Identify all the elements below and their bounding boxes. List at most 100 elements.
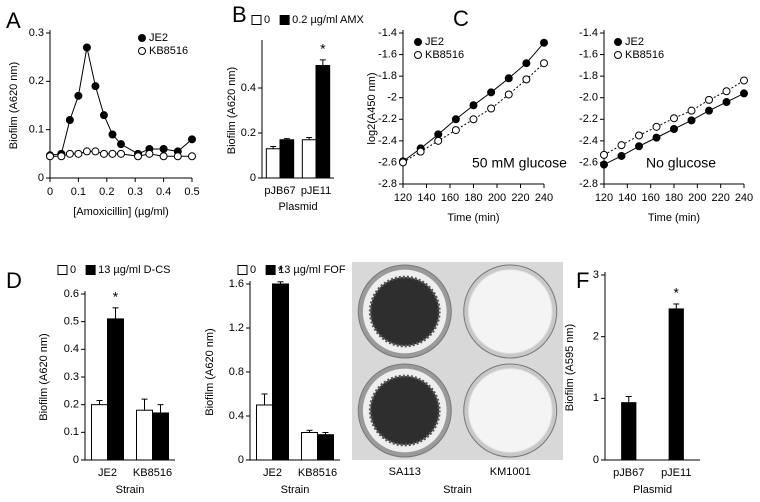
legend-label: KB8516 [625,49,664,61]
y-tick-label: 0.4 [64,343,79,355]
well-biofilm [368,374,441,447]
data-point [65,149,74,158]
y-tick-label: 0 [593,454,599,466]
x-axis-label: Strain [116,484,145,496]
bar [265,148,281,179]
significance: * [278,263,284,279]
bar [317,434,334,461]
bar [136,409,153,461]
data-point [159,152,168,161]
data-point [522,75,531,84]
y-tick-label: -2.2 [378,113,397,125]
x-tick-label: pJB67 [613,467,644,479]
y-tick-label: -1.6 [579,48,598,60]
y-tick-label: 0.5 [64,316,79,328]
x-tick-label: KB8516 [133,467,172,479]
x-axis-label: Plasmid [633,484,672,496]
x-axis-label: Time (min) [447,212,499,224]
data-point [617,141,626,150]
data-point [522,59,531,68]
y-tick-label: -2.8 [579,178,598,190]
y-tick-label: 0 [38,172,44,184]
data-point [600,150,608,159]
x-tick-label: 120 [394,192,412,204]
data-point [652,133,661,142]
y-tick-label: 0.2 [29,75,44,87]
error-bar [625,395,632,403]
legend-label: JE2 [149,32,168,44]
error-bar [157,404,164,413]
annotation: 50 mM glucose [472,155,567,171]
error-bar [277,281,284,284]
significance: * [674,285,680,301]
y-tick-label: 0 [73,454,79,466]
bar [621,402,637,461]
series-line [402,62,545,163]
legend-label: KB8516 [149,45,188,57]
data-point [740,89,748,98]
x-tick-label: 0.2 [99,186,114,198]
y-axis-label: Biofilm (A595 nm) [564,324,576,411]
panel-letter: B [232,2,247,27]
x-axis-label: Strain [443,484,472,496]
data-point [416,147,425,156]
y-tick-label: 2 [593,331,599,343]
data-point [159,145,168,153]
data-point [469,115,478,124]
y-tick-label: 0.6 [64,288,79,300]
y-tick-label: 0.8 [229,366,244,378]
data-point [134,152,143,161]
x-tick-label: 220 [711,192,729,204]
data-point [434,130,443,139]
data-point [145,149,154,158]
data-point [188,135,196,144]
data-point [117,140,125,149]
error-bar [112,307,119,319]
annotation: No glucose [646,155,716,171]
y-tick-label: -2 [387,92,397,104]
data-point [540,59,548,68]
legend-swatch [279,15,290,25]
y-axis-label: Biofilm (A620 nm) [38,333,50,420]
x-tick-label: 160 [441,192,459,204]
x-tick-label: 120 [595,192,613,204]
x-tick-label: pJE11 [661,467,691,479]
data-point [451,126,460,135]
data-point [635,142,643,151]
x-tick-label: 0.5 [184,186,199,198]
data-point [117,149,125,158]
bar [107,318,124,461]
data-point [722,98,731,107]
x-tick-label: 240 [535,192,553,204]
y-tick-label: -1.4 [378,27,397,39]
x-tick-label: 180 [665,192,683,204]
y-tick-label: -2.2 [579,113,598,125]
y-tick-label: 0.2 [241,127,256,139]
x-axis-label: Plasmid [278,201,317,213]
data-point [108,149,117,158]
data-point [722,87,731,96]
data-point [173,152,182,161]
data-point [434,136,443,145]
data-point [635,131,643,140]
y-tick-label: -2.4 [579,135,598,147]
y-tick-label: -1.8 [378,70,397,82]
y-axis-label: Biofilm (A620 nm) [8,62,20,149]
legend-label: 0 [250,264,256,276]
x-tick-label: pJE11 [301,185,331,197]
data-point [705,95,713,104]
data-point [91,147,100,156]
data-point [652,122,661,131]
y-tick-label: -2.0 [579,92,598,104]
legend-marker [614,38,622,46]
significance: * [320,41,326,57]
y-tick-label: -1.8 [579,70,598,82]
data-point [487,88,496,97]
x-tick-label: 0.4 [156,186,171,198]
bar [279,139,295,179]
error-bar [306,429,313,433]
bar [301,139,317,179]
error-bar [96,400,103,405]
x-tick-label: JE2 [98,467,117,479]
